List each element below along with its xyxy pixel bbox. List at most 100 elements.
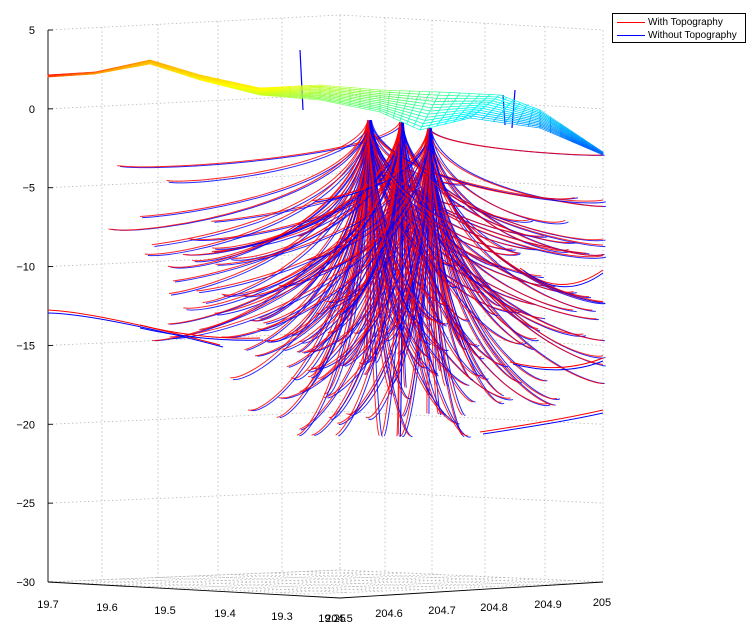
trajectory-with-topography [144, 119, 369, 255]
trajectory-without-topography [522, 269, 604, 288]
trajectory-with-topography [211, 121, 401, 249]
trajectory-with-topography [427, 127, 520, 383]
trajectory-with-topography [399, 121, 469, 436]
surface-mesh-cell [309, 97, 321, 101]
trajectory-with-topography [427, 127, 459, 342]
y-tick-label: 204.6 [375, 608, 403, 620]
trajectory-with-topography [399, 121, 531, 221]
trajectory-without-topography [339, 122, 404, 316]
trajectory-without-topography [139, 327, 264, 341]
x-axis-line [47, 581, 341, 599]
floor-grid-line [179, 575, 472, 589]
grid-line [47, 14, 604, 31]
trajectory-with-topography [221, 127, 429, 338]
trajectory-with-topography [367, 119, 448, 306]
floor-grid-line [193, 575, 458, 589]
trajectory-without-topography [246, 120, 371, 351]
surface-mesh-cell [63, 74, 72, 77]
trajectory-without-topography [338, 122, 404, 437]
floor-grid-line [212, 577, 505, 590]
z-tick-label: −20 [16, 419, 35, 431]
surface-mesh-cell [71, 74, 80, 76]
trajectory-with-topography [413, 127, 429, 326]
trajectory-without-topography [119, 122, 404, 169]
surface-mesh-cell [527, 124, 541, 129]
trajectory-without-topography [154, 121, 372, 247]
trajectory-with-topography [367, 119, 604, 202]
trajectory-with-topography [47, 309, 221, 346]
y-tick-label: 204.5 [325, 613, 353, 625]
surface-mesh-cell [379, 109, 388, 116]
legend-swatch-red [617, 21, 645, 23]
floor-grid-line [146, 574, 439, 587]
surface-mesh-cell [55, 75, 65, 77]
trajectory-with-topography [427, 127, 446, 387]
legend-item-without-topography: Without Topography [617, 29, 737, 41]
trajectory-without-topography [386, 129, 431, 342]
grid-line [47, 490, 604, 504]
trajectory-without-topography [430, 129, 569, 225]
legend-label: Without Topography [648, 29, 737, 41]
trajectory-without-topography [280, 128, 431, 399]
trajectory-with-topography [367, 119, 380, 436]
surface-mesh-cell [349, 104, 361, 109]
trajectory-without-topography [170, 120, 371, 269]
surface-mesh-cell [78, 73, 88, 76]
trajectory-with-topography [367, 119, 446, 325]
trajectory-with-topography [167, 119, 369, 268]
legend-swatch-blue [617, 34, 645, 36]
z-tick-label: −15 [16, 340, 35, 352]
trajectory-with-topography [335, 121, 401, 315]
y-axis-line [339, 581, 604, 599]
floor-grid-line [157, 577, 421, 590]
trajectory-without-topography [147, 121, 372, 257]
trajectory-with-topography [427, 127, 604, 156]
grid-line [47, 411, 604, 425]
trajectory-without-topography [314, 122, 404, 436]
trajectory-without-topography [482, 412, 604, 435]
surface-mesh-cell [369, 107, 381, 113]
trajectory-without-topography [215, 123, 404, 250]
trajectory-with-topography [399, 121, 524, 344]
trajectory-without-topography [260, 121, 371, 320]
z-tick-label: 0 [29, 104, 35, 116]
trajectory-with-topography [117, 121, 401, 168]
trajectory-with-topography [108, 119, 369, 231]
trajectory-with-topography [399, 121, 574, 311]
trajectory-with-topography [140, 119, 369, 217]
trajectory-without-topography [299, 49, 304, 111]
surface-mesh-cell [469, 115, 485, 121]
trajectory-with-topography [202, 119, 369, 304]
trajectory-without-topography [223, 128, 431, 339]
trajectory-without-topography [512, 360, 604, 371]
trajectory-with-topography [399, 121, 604, 341]
trajectory-with-topography [296, 119, 369, 436]
surface-mesh-cell [386, 112, 395, 119]
surface-mesh-cell [339, 102, 351, 107]
trajectory-without-topography [430, 129, 606, 359]
z-tick-label: −25 [16, 498, 35, 510]
surface-mesh-cell [86, 73, 96, 75]
z-axis-ticks: 5 0 −5 −10 −15 −20 −25 −30 [16, 25, 53, 589]
trajectory-with-topography [307, 119, 369, 378]
trajectory-with-topography [367, 119, 457, 424]
x-tick-label: 19.7 [37, 599, 58, 611]
trajectory-without-topography [47, 312, 224, 348]
y-tick-label: 204.9 [534, 599, 562, 611]
trajectory-with-topography [335, 121, 401, 436]
x-tick-label: 19.25 [318, 613, 346, 625]
floor-grid-line [230, 574, 494, 587]
trajectory-with-topography [166, 119, 369, 182]
trajectory-without-topography [369, 120, 470, 387]
trajectory-with-topography [427, 127, 604, 207]
trajectory-with-topography [286, 121, 401, 368]
floor-grid-line [47, 569, 341, 583]
floor-grid-line [80, 571, 373, 584]
trajectory-with-topography [384, 127, 429, 340]
trajectory-without-topography [370, 120, 449, 325]
z-tick-label: 5 [29, 25, 35, 37]
surface-mesh-cell [392, 115, 402, 122]
surface-mesh-cell [299, 96, 311, 100]
x-tick-label: 19.6 [96, 602, 117, 614]
